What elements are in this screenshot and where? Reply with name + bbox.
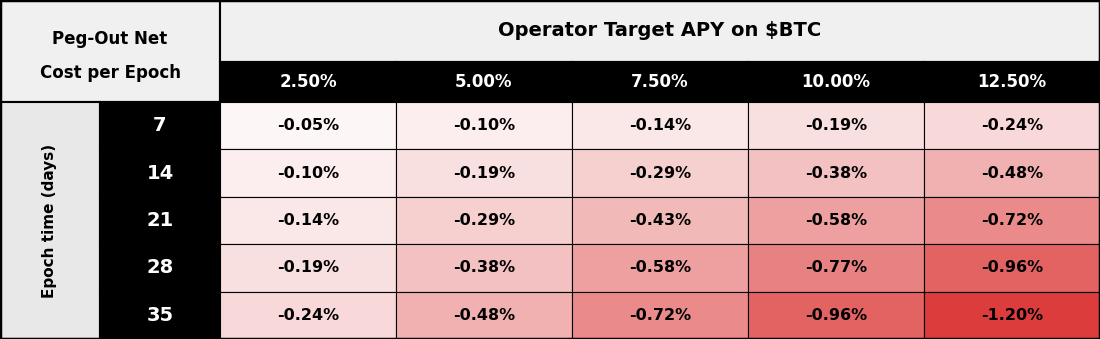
Text: 21: 21 bbox=[146, 211, 174, 230]
Text: Cost per Epoch: Cost per Epoch bbox=[40, 64, 180, 82]
Bar bbox=[0, 0, 220, 102]
Bar bbox=[220, 102, 396, 149]
Bar bbox=[748, 62, 924, 102]
Text: -0.58%: -0.58% bbox=[629, 260, 691, 275]
Bar bbox=[220, 292, 396, 339]
Bar bbox=[100, 102, 220, 149]
Bar bbox=[924, 149, 1100, 197]
Text: -0.38%: -0.38% bbox=[453, 260, 515, 275]
Text: -0.29%: -0.29% bbox=[629, 165, 691, 181]
Text: -0.48%: -0.48% bbox=[981, 165, 1043, 181]
Text: -0.14%: -0.14% bbox=[629, 118, 691, 133]
Bar bbox=[748, 102, 924, 149]
Bar bbox=[100, 244, 220, 292]
Text: -0.96%: -0.96% bbox=[981, 260, 1043, 275]
Bar bbox=[396, 197, 572, 244]
Text: -0.10%: -0.10% bbox=[277, 165, 339, 181]
Bar bbox=[924, 197, 1100, 244]
Bar bbox=[220, 62, 396, 102]
Text: -0.96%: -0.96% bbox=[805, 308, 867, 323]
Bar bbox=[572, 292, 748, 339]
Text: 14: 14 bbox=[146, 164, 174, 183]
Text: 12.50%: 12.50% bbox=[978, 73, 1046, 91]
Text: -0.72%: -0.72% bbox=[629, 308, 691, 323]
Text: 2.50%: 2.50% bbox=[279, 73, 337, 91]
Text: Operator Target APY on $BTC: Operator Target APY on $BTC bbox=[498, 21, 822, 40]
Bar bbox=[748, 292, 924, 339]
Text: -0.10%: -0.10% bbox=[453, 118, 515, 133]
Text: 35: 35 bbox=[146, 306, 174, 325]
Text: Epoch time (days): Epoch time (days) bbox=[43, 143, 57, 298]
Text: -1.20%: -1.20% bbox=[981, 308, 1043, 323]
Bar bbox=[100, 292, 220, 339]
Bar bbox=[572, 102, 748, 149]
Text: -0.43%: -0.43% bbox=[629, 213, 691, 228]
Text: -0.19%: -0.19% bbox=[453, 165, 515, 181]
Bar bbox=[924, 244, 1100, 292]
Bar bbox=[748, 197, 924, 244]
Text: 28: 28 bbox=[146, 258, 174, 277]
Text: -0.24%: -0.24% bbox=[277, 308, 339, 323]
Text: -0.05%: -0.05% bbox=[277, 118, 339, 133]
Text: -0.29%: -0.29% bbox=[453, 213, 515, 228]
Bar bbox=[748, 149, 924, 197]
Bar bbox=[396, 292, 572, 339]
Text: 7.50%: 7.50% bbox=[631, 73, 689, 91]
Bar bbox=[100, 197, 220, 244]
Bar bbox=[572, 149, 748, 197]
Bar bbox=[924, 292, 1100, 339]
Text: 10.00%: 10.00% bbox=[802, 73, 870, 91]
Text: -0.58%: -0.58% bbox=[805, 213, 867, 228]
Bar bbox=[220, 0, 1100, 62]
Text: -0.19%: -0.19% bbox=[277, 260, 339, 275]
Bar bbox=[220, 244, 396, 292]
Bar bbox=[220, 149, 396, 197]
Bar bbox=[748, 244, 924, 292]
Text: Peg-Out Net: Peg-Out Net bbox=[53, 30, 167, 48]
Bar bbox=[100, 149, 220, 197]
Text: -0.77%: -0.77% bbox=[805, 260, 867, 275]
Text: -0.14%: -0.14% bbox=[277, 213, 339, 228]
Bar bbox=[924, 102, 1100, 149]
Bar bbox=[396, 102, 572, 149]
Text: -0.48%: -0.48% bbox=[453, 308, 515, 323]
Bar bbox=[396, 244, 572, 292]
Text: 7: 7 bbox=[153, 116, 167, 135]
Bar bbox=[220, 197, 396, 244]
Text: -0.19%: -0.19% bbox=[805, 118, 867, 133]
Bar bbox=[572, 244, 748, 292]
Text: 5.00%: 5.00% bbox=[455, 73, 513, 91]
Bar bbox=[396, 62, 572, 102]
Bar bbox=[0, 102, 100, 339]
Bar bbox=[572, 197, 748, 244]
Text: -0.24%: -0.24% bbox=[981, 118, 1043, 133]
Bar bbox=[396, 149, 572, 197]
Text: -0.72%: -0.72% bbox=[981, 213, 1043, 228]
Bar bbox=[924, 62, 1100, 102]
Text: -0.38%: -0.38% bbox=[805, 165, 867, 181]
Bar bbox=[572, 62, 748, 102]
